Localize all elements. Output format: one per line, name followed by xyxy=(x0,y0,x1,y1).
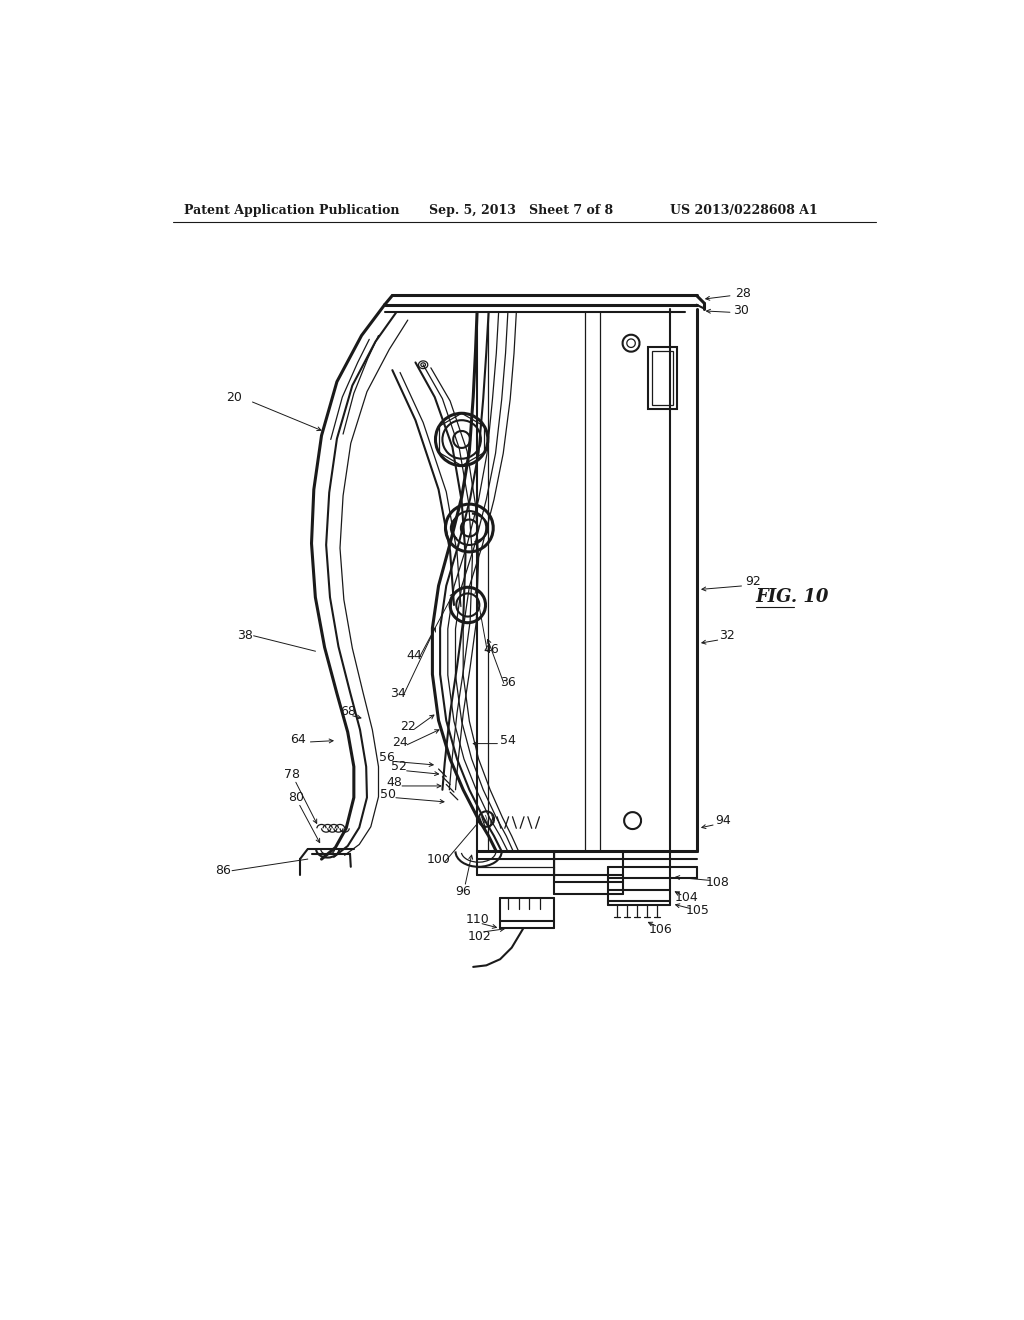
Text: 64: 64 xyxy=(291,733,306,746)
Text: 24: 24 xyxy=(392,735,408,748)
Text: 50: 50 xyxy=(380,788,395,801)
Text: 108: 108 xyxy=(706,875,729,888)
Text: 102: 102 xyxy=(468,929,492,942)
Text: 106: 106 xyxy=(648,924,672,936)
Text: 36: 36 xyxy=(500,676,516,689)
Text: 80: 80 xyxy=(288,791,304,804)
Text: US 2013/0228608 A1: US 2013/0228608 A1 xyxy=(670,205,817,218)
Text: 54: 54 xyxy=(500,734,516,747)
Text: 44: 44 xyxy=(407,648,422,661)
Text: 20: 20 xyxy=(226,391,243,404)
Text: 28: 28 xyxy=(735,286,751,300)
Text: Sep. 5, 2013   Sheet 7 of 8: Sep. 5, 2013 Sheet 7 of 8 xyxy=(429,205,613,218)
Text: 52: 52 xyxy=(390,760,407,774)
Text: 104: 104 xyxy=(675,891,698,904)
Text: 22: 22 xyxy=(400,721,416,733)
Text: 105: 105 xyxy=(685,904,710,917)
Text: 86: 86 xyxy=(215,865,230,878)
Text: 38: 38 xyxy=(237,630,253,643)
Text: 68: 68 xyxy=(340,705,355,718)
Text: 100: 100 xyxy=(427,853,451,866)
Text: 92: 92 xyxy=(744,576,761,589)
Text: 30: 30 xyxy=(733,305,750,317)
Text: 46: 46 xyxy=(483,643,499,656)
Text: 96: 96 xyxy=(456,884,471,898)
Text: 78: 78 xyxy=(285,768,300,781)
Text: 56: 56 xyxy=(379,751,395,764)
Text: 94: 94 xyxy=(716,814,731,828)
Bar xyxy=(648,347,677,409)
Text: 48: 48 xyxy=(386,776,401,788)
Text: 34: 34 xyxy=(390,686,406,700)
Text: FIG. 10: FIG. 10 xyxy=(756,589,829,606)
Bar xyxy=(652,351,674,405)
Text: 32: 32 xyxy=(720,630,735,643)
Text: 110: 110 xyxy=(465,912,488,925)
Text: Patent Application Publication: Patent Application Publication xyxy=(184,205,400,218)
